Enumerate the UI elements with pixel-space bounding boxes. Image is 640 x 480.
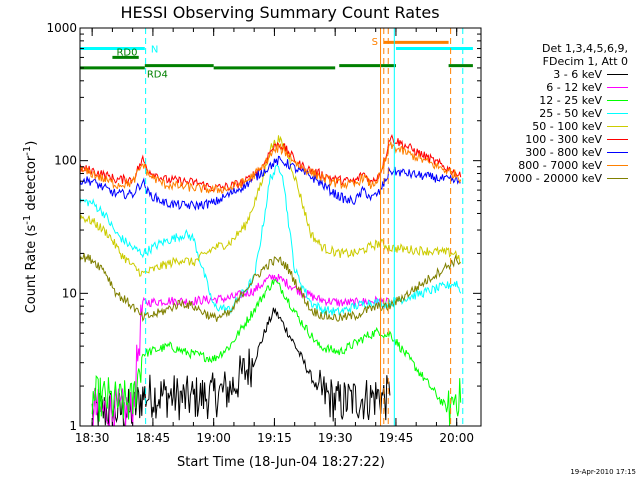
y-axis-label: Count Rate (s-1 detector-1) [22,141,39,314]
plot-frame [79,27,482,427]
legend-label-1: 6 - 12 keV [546,81,602,94]
x-tick-label-5: 19:45 [379,431,414,445]
annotation-label-1: RD4 [147,70,168,81]
legend-label-5: 100 - 300 keV [525,133,602,146]
x-tick-label-4: 19:30 [318,431,353,445]
annotation-label-3: S [372,37,378,48]
legend: Det 1,3,4,5,6,9,FDecim 1, Att 03 - 6 keV… [504,42,628,185]
x-tick-label-1: 18:45 [136,431,171,445]
series-layer [80,133,462,426]
annotation-label-2: N [151,45,158,56]
series-line-7 [80,141,462,194]
y-tick-label-0: 1 [69,419,77,433]
annotation-layer [80,28,473,426]
chart-title: HESSI Observing Summary Count Rates [120,3,439,22]
x-tick-label-3: 19:15 [257,431,292,445]
legend-label-8: 7000 - 20000 keV [504,172,602,185]
series-line-0 [91,307,391,426]
legend-label-0: 3 - 6 keV [553,68,602,81]
legend-label-6: 300 - 800 keV [525,146,602,159]
legend-label-3: 25 - 50 keV [539,107,602,120]
legend-label-4: 50 - 100 keV [532,120,602,133]
legend-label-2: 12 - 25 keV [539,94,602,107]
y-tick-label-2: 100 [54,154,77,168]
legend-header-1: FDecim 1, Att 0 [543,55,628,68]
y-tick-label-1: 10 [62,286,77,300]
legend-label-7: 800 - 7000 keV [518,159,602,172]
legend-header-0: Det 1,3,4,5,6,9, [542,42,628,55]
series-line-8 [80,253,461,323]
series-line-2 [91,279,462,426]
annotation-label-0: RD0 [116,47,137,58]
x-tick-label-6: 20:00 [439,431,474,445]
series-line-5 [80,133,462,193]
series-line-3 [80,164,462,316]
y-tick-label-3: 1000 [46,21,77,35]
x-axis-label: Start Time (18-Jun-04 18:27:22) [177,455,385,470]
date-stamp: 19-Apr-2010 17:15 [570,468,636,476]
y-axis: 1 10 100 1000 [46,21,481,433]
x-axis: 18:30 18:45 19:00 19:15 19:30 19:45 20:00 [75,28,474,445]
series-line-4 [80,135,461,277]
x-tick-label-2: 19:00 [196,431,231,445]
series-line-6 [80,155,461,211]
x-tick-label-0: 18:30 [75,431,110,445]
